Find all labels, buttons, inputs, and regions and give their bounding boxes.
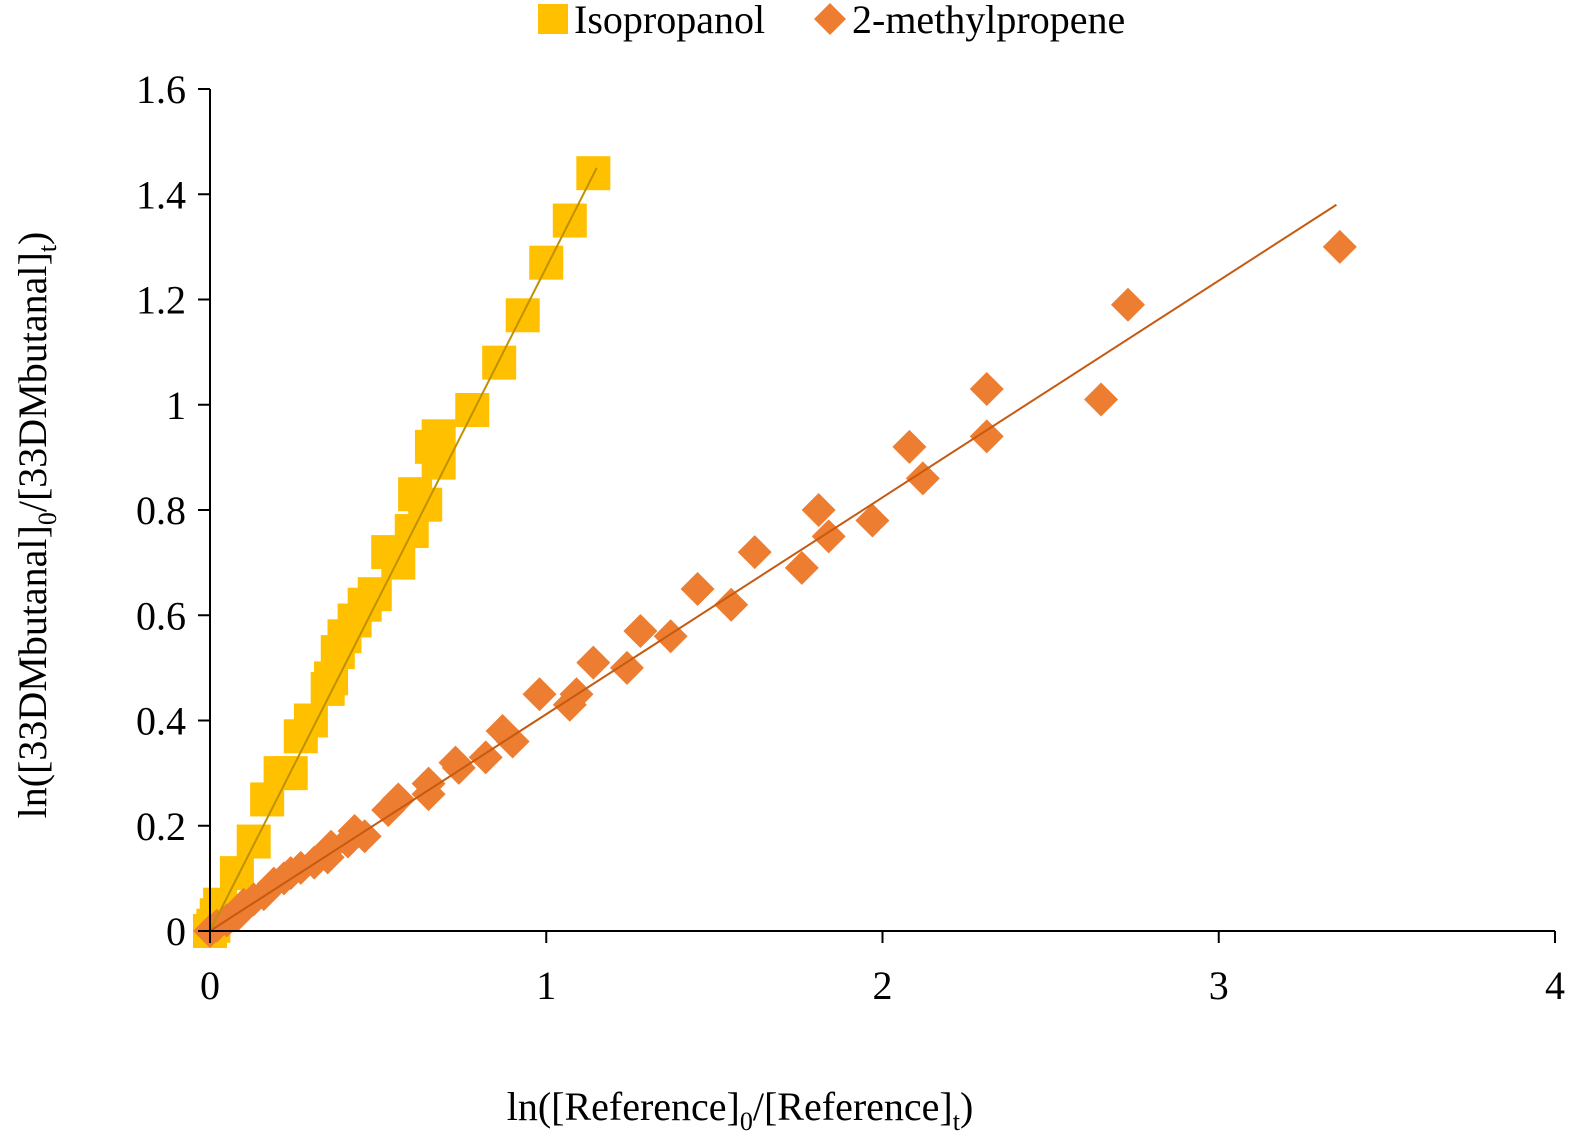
- data-point-2-methylpropene: [623, 614, 658, 649]
- data-point-2-methylpropene: [737, 535, 772, 570]
- data-point-2-methylpropene: [347, 819, 382, 854]
- data-point-2-methylpropene: [784, 550, 819, 585]
- y-tick-label: 1: [166, 383, 186, 428]
- y-tick-label: 0.8: [136, 488, 186, 533]
- y-tick-label: 1.2: [136, 278, 186, 323]
- data-point-2-methylpropene: [969, 371, 1004, 406]
- data-point-2-methylpropene: [522, 677, 557, 712]
- data-point-2-methylpropene: [1322, 229, 1357, 264]
- legend-label-2-methylpropene: 2-methylpropene: [852, 0, 1125, 42]
- y-tick-label: 1.6: [136, 67, 186, 112]
- legend-marker-2-methylpropene: [814, 3, 846, 35]
- legend-label-isopropanol: Isopropanol: [574, 0, 765, 42]
- trendline-2-methylpropene: [209, 203, 1337, 932]
- data-point-2-methylpropene: [495, 724, 530, 759]
- y-tick-label: 0.6: [136, 593, 186, 638]
- legend-marker-isopropanol: [538, 4, 568, 34]
- data-point-isopropanol: [381, 545, 416, 580]
- data-point-2-methylpropene: [801, 493, 836, 527]
- data-point-2-methylpropene: [969, 419, 1004, 454]
- data-point-2-methylpropene: [1110, 287, 1145, 322]
- data-point-isopropanol: [529, 245, 564, 280]
- x-tick-label: 3: [1209, 963, 1229, 1008]
- data-point-isopropanol: [455, 393, 490, 428]
- data-point-2-methylpropene: [609, 650, 644, 685]
- data-point-isopropanol: [236, 824, 271, 859]
- data-point-2-methylpropene: [855, 503, 890, 538]
- data-point-isopropanol: [421, 419, 456, 454]
- x-axis-title: ln([Reference]0/[Reference]t): [507, 1084, 974, 1136]
- data-point-2-methylpropene: [714, 587, 749, 622]
- plot-area: [193, 156, 1357, 948]
- data-point-2-methylpropene: [1084, 382, 1119, 417]
- data-point-2-methylpropene: [381, 782, 416, 817]
- data-point-2-methylpropene: [653, 619, 688, 654]
- data-point-2-methylpropene: [576, 645, 611, 680]
- y-axis-title: ln([33DMbutanal]0/[33DMbutanal]t): [10, 232, 62, 819]
- data-point-2-methylpropene: [892, 429, 927, 464]
- x-tick-label: 4: [1545, 963, 1565, 1008]
- x-tick-label: 0: [200, 963, 220, 1008]
- y-tick-label: 0: [166, 909, 186, 954]
- y-tick-label: 0.2: [136, 804, 186, 849]
- trendline-isopropanol: [209, 167, 598, 932]
- axes: 0 0.2 0.4 0.6 0.8 1 1.2 1.4 1.6 0 1 2 3 4: [136, 67, 1565, 1008]
- legend: Isopropanol 2-methylpropene: [538, 0, 1125, 42]
- data-point-2-methylpropene: [411, 766, 446, 801]
- data-point-2-methylpropene: [905, 461, 940, 496]
- x-tick-label: 1: [536, 963, 556, 1008]
- y-tick-label: 1.4: [136, 172, 186, 217]
- y-tick-label: 0.4: [136, 699, 186, 744]
- x-tick-label: 2: [873, 963, 893, 1008]
- data-point-2-methylpropene: [680, 571, 715, 606]
- data-point-isopropanol: [482, 345, 517, 380]
- data-point-isopropanol: [219, 856, 254, 891]
